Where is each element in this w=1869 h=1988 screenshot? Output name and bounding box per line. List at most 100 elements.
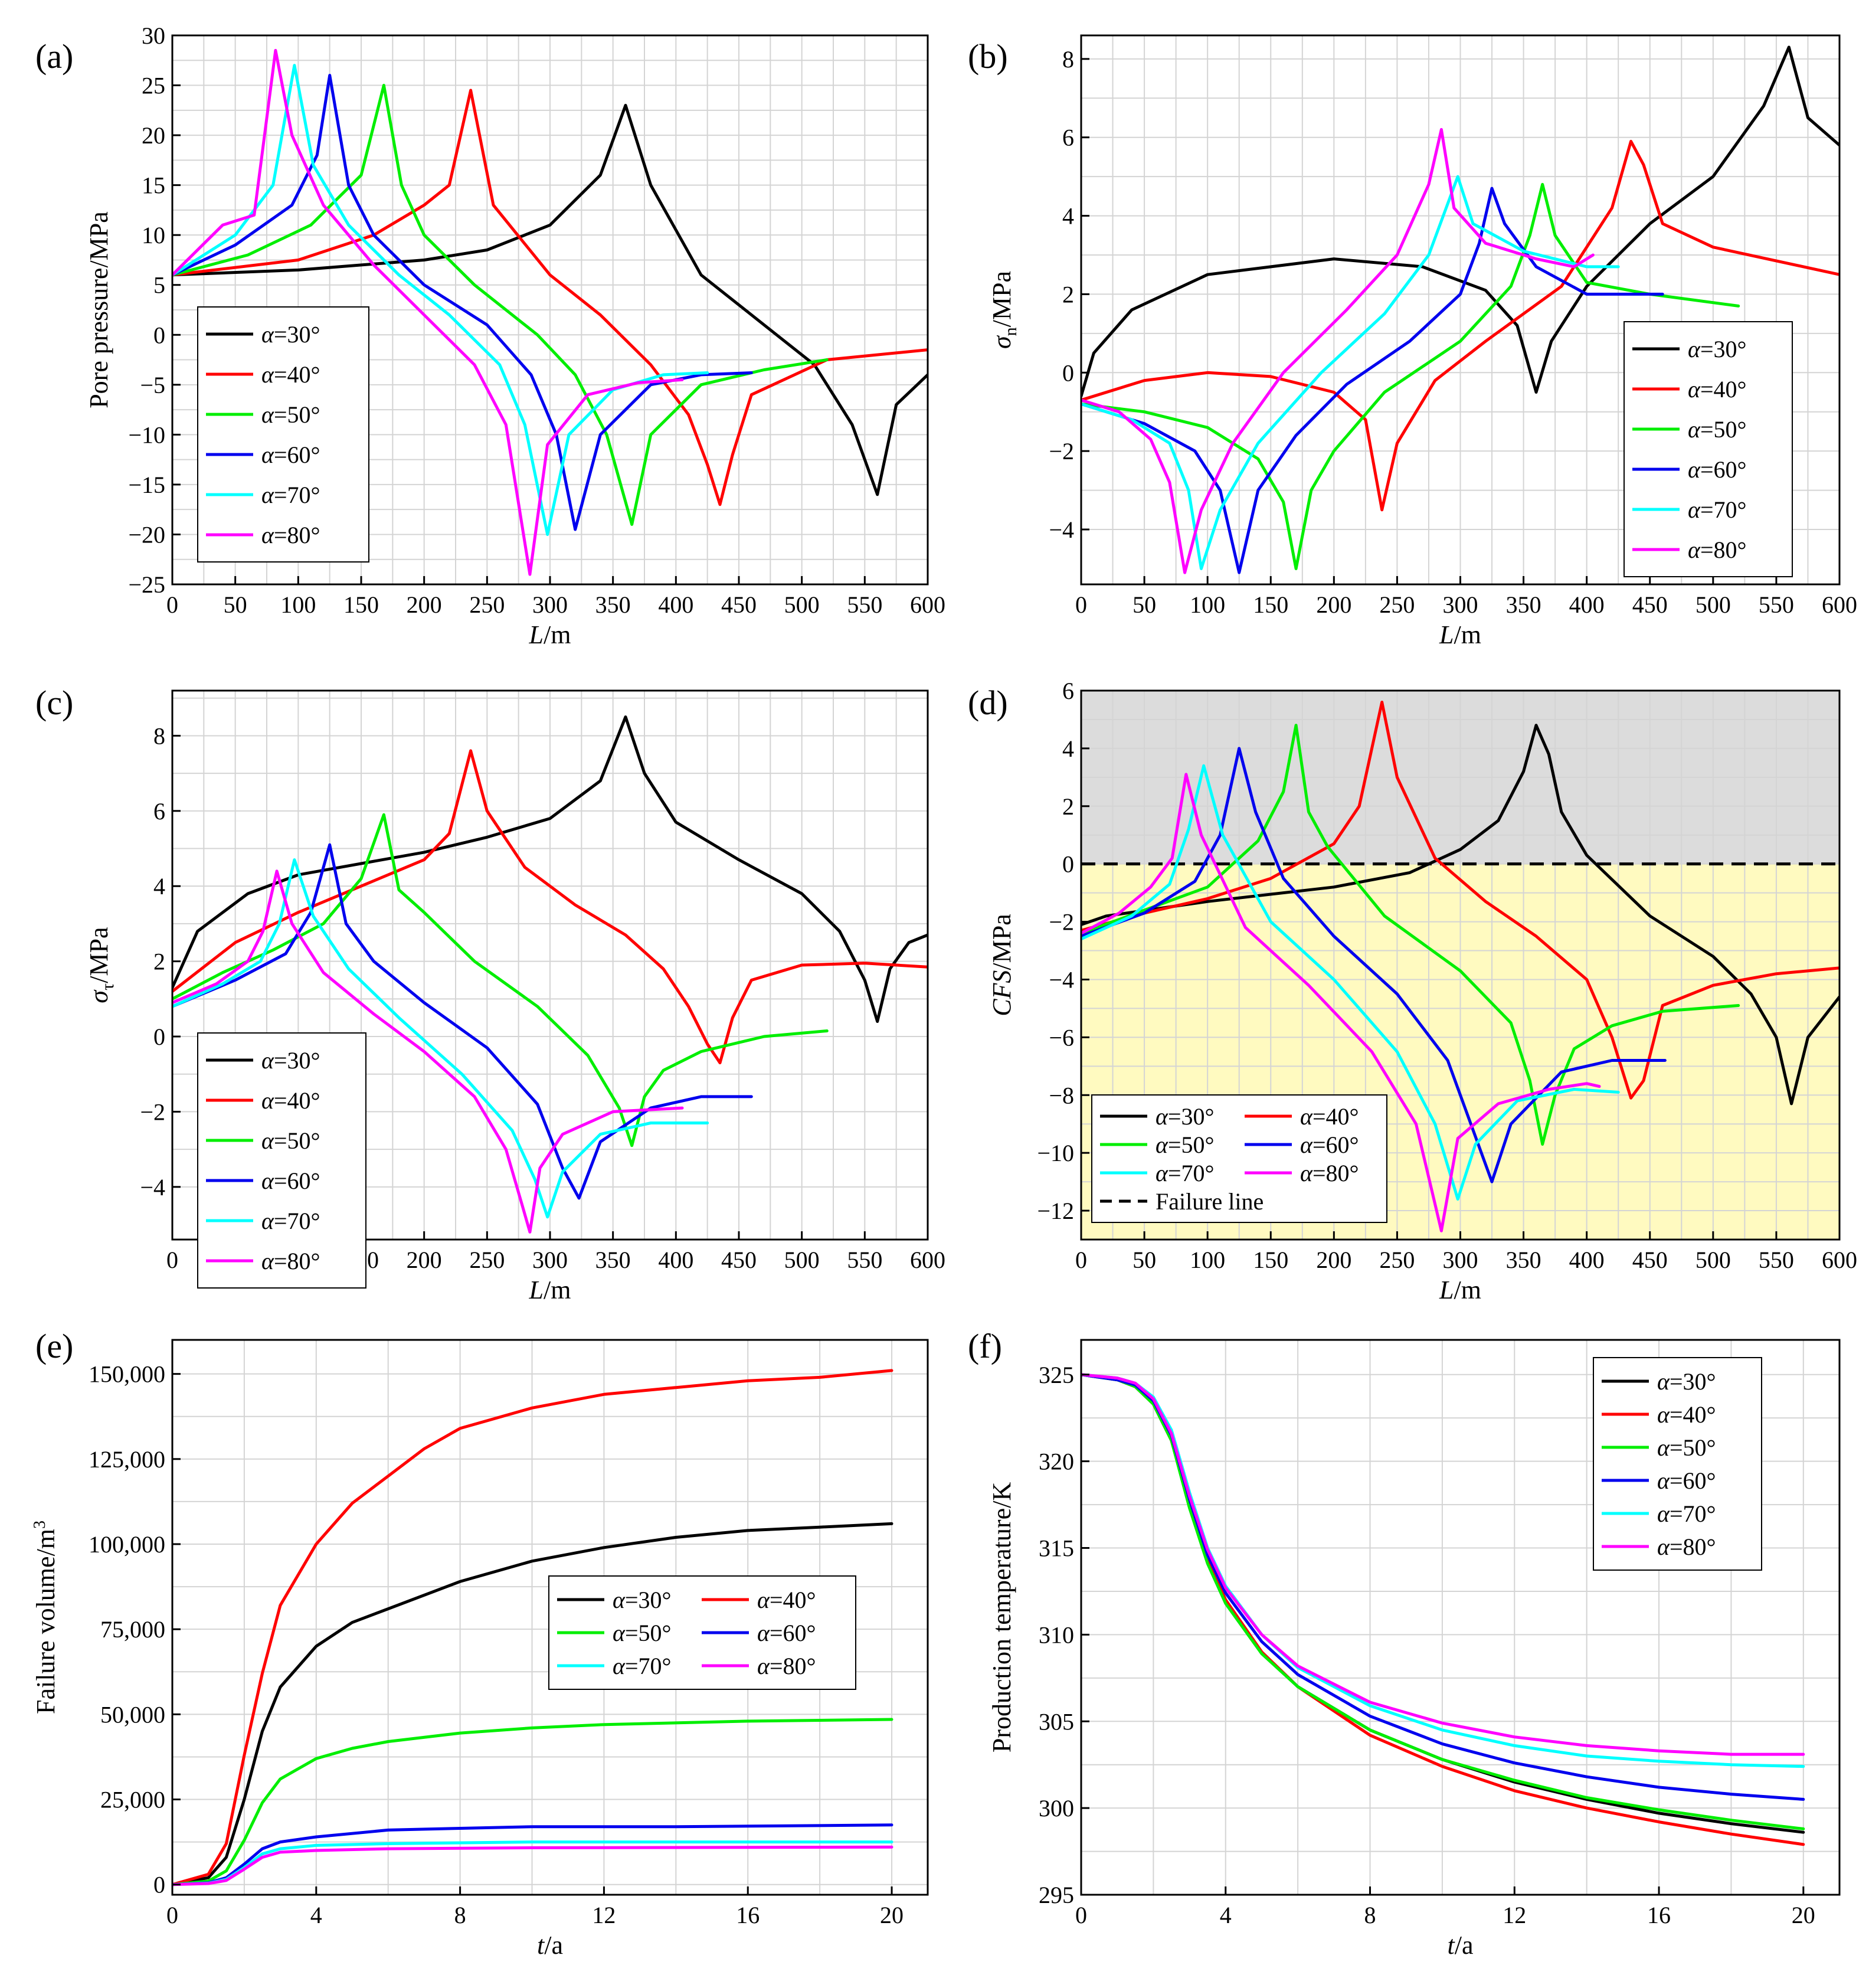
legend-box (197, 306, 369, 563)
y-tick-label: −4 (1049, 516, 1074, 543)
series-line-a40 (172, 89, 928, 506)
legend: α=30° α=40° α=50° α=60° α=70° α=80° (1623, 321, 1793, 577)
x-tick-label: 200 (407, 591, 442, 618)
y-tick-label: 100,000 (89, 1531, 165, 1558)
legend-label: α=70° (1156, 1160, 1215, 1186)
series-line-a70 (172, 858, 709, 1219)
series-line-a80 (172, 869, 684, 1234)
y-tick-label: 25,000 (100, 1787, 165, 1813)
y-tick-label: 4 (1062, 735, 1074, 762)
legend-label: α=40° (1688, 376, 1747, 403)
legend-label: α=50° (1688, 416, 1747, 443)
legend: α=30° α=40° α=50° α=60° α=70° α=80° (548, 1575, 856, 1690)
x-tick-label: 50 (1132, 1247, 1156, 1273)
x-tick-label: 450 (1632, 1247, 1668, 1273)
y-tick-label: 0 (1062, 359, 1074, 386)
panel-e: 0 4 8 12 16 20 0 25,000 50,000 75,000 100,000 125,0… (31, 1327, 929, 1960)
legend-label: α=50° (261, 1127, 320, 1154)
x-axis-label: t/a (537, 1931, 563, 1960)
x-tick-label: 250 (469, 1247, 505, 1273)
plot-frame (171, 1339, 929, 1896)
x-tick-label: 50 (224, 591, 247, 618)
x-tick-label: 400 (1569, 591, 1605, 618)
legend-label: α=80° (261, 522, 320, 548)
panel-a: 0 50 100 150 200 250 300 350 400 450 500 550 600−25−… (35, 22, 945, 649)
x-tick-label: 500 (1695, 591, 1731, 618)
y-tick-label: 8 (153, 722, 165, 749)
series-line-a50 (1081, 724, 1740, 1146)
y-tick-label: 6 (1062, 678, 1074, 704)
panel-label: (b) (968, 37, 1008, 76)
series-line-a50 (1081, 1373, 1805, 1830)
y-tick-label: 125,000 (89, 1446, 165, 1473)
x-tick-label: 100 (1190, 1247, 1225, 1273)
x-tick-label: 4 (310, 1902, 322, 1928)
x-tick-label: 350 (595, 1247, 631, 1273)
x-tick-label: 600 (910, 1247, 945, 1273)
y-axis-label: Pore pressure/MPa (84, 211, 113, 408)
panel-label: (a) (35, 37, 73, 76)
legend-label: α=30° (613, 1587, 672, 1613)
x-tick-label: 450 (721, 1247, 757, 1273)
legend-label: α=30° (261, 321, 320, 348)
series-line-a60 (172, 74, 753, 531)
y-tick-label: 325 (1039, 1362, 1074, 1388)
x-tick-label: 0 (1075, 1902, 1087, 1928)
x-tick-label: 450 (1632, 591, 1668, 618)
legend-label: α=30° (261, 1047, 320, 1074)
y-tick-label: 300 (1039, 1795, 1074, 1822)
x-tick-label: 150 (343, 591, 379, 618)
legend-label: α=40° (1657, 1401, 1716, 1428)
legend-label: α=40° (757, 1587, 816, 1613)
x-tick-label: 100 (280, 591, 316, 618)
y-axis-label: στ/MPa (84, 927, 117, 1003)
series-line-a80 (1081, 1373, 1805, 1756)
gridlines (172, 35, 928, 584)
x-axis-label: L/m (1439, 620, 1481, 649)
x-tick-label: 550 (1759, 591, 1794, 618)
panel-f: 0 4 8 12 16 20 295 300 305 310 315 320 325 t/a Product… (968, 1327, 1841, 1960)
y-tick-label: 75,000 (100, 1616, 165, 1643)
legend-label: α=60° (1657, 1467, 1716, 1494)
x-tick-label: 0 (166, 1247, 178, 1273)
y-tick-label: 0 (153, 1872, 165, 1898)
x-tick-label: 12 (1503, 1902, 1526, 1928)
x-tick-label: 500 (784, 591, 820, 618)
legend-label: α=60° (1300, 1132, 1359, 1158)
y-tick-label: 310 (1039, 1621, 1074, 1648)
legend-label: α=60° (261, 1168, 320, 1194)
x-tick-label: 550 (847, 591, 882, 618)
panel-label: (c) (35, 684, 73, 722)
y-tick-label: −10 (128, 421, 165, 448)
legend-label: α=60° (261, 442, 320, 468)
y-tick-label: −4 (1049, 966, 1074, 993)
y-tick-label: 0 (153, 1024, 165, 1050)
panel-label: (f) (968, 1327, 1002, 1365)
panel-b: 0 50 100 150 200 250 300 350 400 450 500 550 600 −4 −2… (968, 34, 1857, 649)
legend-label: α=50° (1156, 1132, 1215, 1158)
y-tick-label: 4 (153, 873, 165, 900)
x-tick-label: 150 (1253, 591, 1288, 618)
series-group (1081, 1373, 1805, 1846)
y-tick-label: 2 (1062, 281, 1074, 308)
y-tick-label: 2 (1062, 793, 1074, 820)
x-tick-label: 600 (1822, 1247, 1857, 1273)
legend-box (1623, 321, 1793, 577)
y-tick-label: −6 (1049, 1024, 1074, 1051)
x-tick-label: 250 (1379, 1247, 1415, 1273)
x-tick-label: 0 (166, 591, 178, 618)
x-tick-label: 100 (1190, 591, 1225, 618)
series-line-a50 (1081, 182, 1740, 570)
legend-label: α=60° (1688, 456, 1747, 483)
y-tick-label: −4 (140, 1174, 165, 1201)
series-group (172, 48, 928, 576)
y-tick-label: 25 (142, 73, 165, 99)
x-tick-label: 16 (736, 1902, 760, 1928)
x-tick-label: 350 (1506, 591, 1541, 618)
plot-frame (1080, 1339, 1841, 1896)
y-axis-label: CFS/MPa (987, 914, 1016, 1016)
legend-label: α=70° (261, 1208, 320, 1234)
y-tick-label: −15 (128, 472, 165, 498)
y-axis-label: σn/MPa (987, 271, 1020, 349)
x-tick-label: 600 (1822, 591, 1857, 618)
